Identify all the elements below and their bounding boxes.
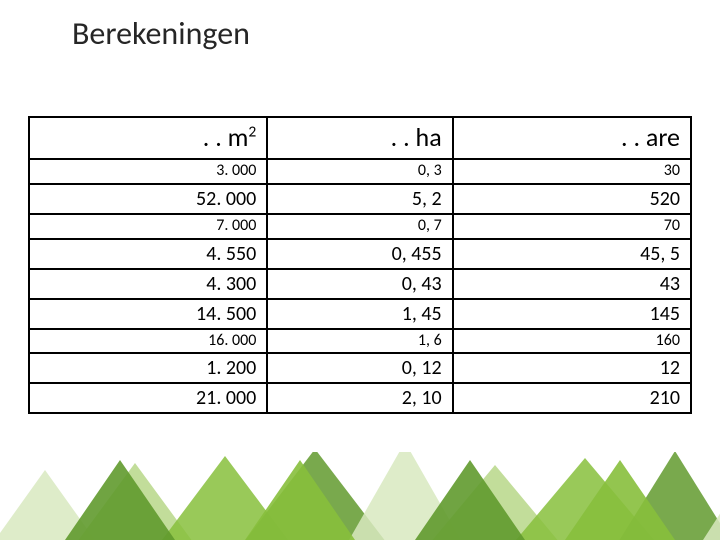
cell-m2: 1. 200 <box>29 353 267 383</box>
col-are: . . are <box>453 117 691 159</box>
table-row: 52. 0005, 2520 <box>29 184 691 214</box>
cell-ha: 1, 6 <box>267 329 452 354</box>
cell-m2: 3. 000 <box>29 159 267 184</box>
table-row: 3. 0000, 330 <box>29 159 691 184</box>
table-row: 21. 0002, 10210 <box>29 383 691 413</box>
table-header-row: . . m2 . . ha . . are <box>29 117 691 159</box>
col-m2-sup: 2 <box>248 122 256 141</box>
cell-m2: 14. 500 <box>29 299 267 329</box>
cell-are: 210 <box>453 383 691 413</box>
cell-m2: 52. 000 <box>29 184 267 214</box>
page-title: Berekeningen <box>72 14 250 53</box>
col-m2-prefix: . . m <box>203 121 249 153</box>
cell-ha: 1, 45 <box>267 299 452 329</box>
table-row: 1. 2000, 1212 <box>29 353 691 383</box>
cell-m2: 21. 000 <box>29 383 267 413</box>
table-body: 3. 0000, 33052. 0005, 25207. 0000, 7704.… <box>29 159 691 413</box>
table-row: 4. 5500, 45545, 5 <box>29 239 691 269</box>
table-row: 7. 0000, 770 <box>29 214 691 239</box>
cell-ha: 5, 2 <box>267 184 452 214</box>
cell-are: 12 <box>453 353 691 383</box>
cell-ha: 0, 7 <box>267 214 452 239</box>
cell-are: 43 <box>453 269 691 299</box>
cell-ha: 0, 12 <box>267 353 452 383</box>
table-row: 16. 0001, 6160 <box>29 329 691 354</box>
conversion-table: . . m2 . . ha . . are 3. 0000, 33052. 00… <box>28 116 692 414</box>
col-ha: . . ha <box>267 117 452 159</box>
col-m2: . . m2 <box>29 117 267 159</box>
table-row: 4. 3000, 4343 <box>29 269 691 299</box>
cell-ha: 2, 10 <box>267 383 452 413</box>
cell-ha: 0, 43 <box>267 269 452 299</box>
cell-are: 520 <box>453 184 691 214</box>
cell-m2: 4. 300 <box>29 269 267 299</box>
decorative-triangles <box>0 452 720 540</box>
cell-are: 30 <box>453 159 691 184</box>
cell-m2: 7. 000 <box>29 214 267 239</box>
cell-ha: 0, 455 <box>267 239 452 269</box>
table-row: 14. 5001, 45145 <box>29 299 691 329</box>
cell-ha: 0, 3 <box>267 159 452 184</box>
conversion-table-wrap: . . m2 . . ha . . are 3. 0000, 33052. 00… <box>28 116 692 414</box>
cell-m2: 16. 000 <box>29 329 267 354</box>
cell-are: 145 <box>453 299 691 329</box>
cell-m2: 4. 550 <box>29 239 267 269</box>
cell-are: 45, 5 <box>453 239 691 269</box>
cell-are: 160 <box>453 329 691 354</box>
cell-are: 70 <box>453 214 691 239</box>
